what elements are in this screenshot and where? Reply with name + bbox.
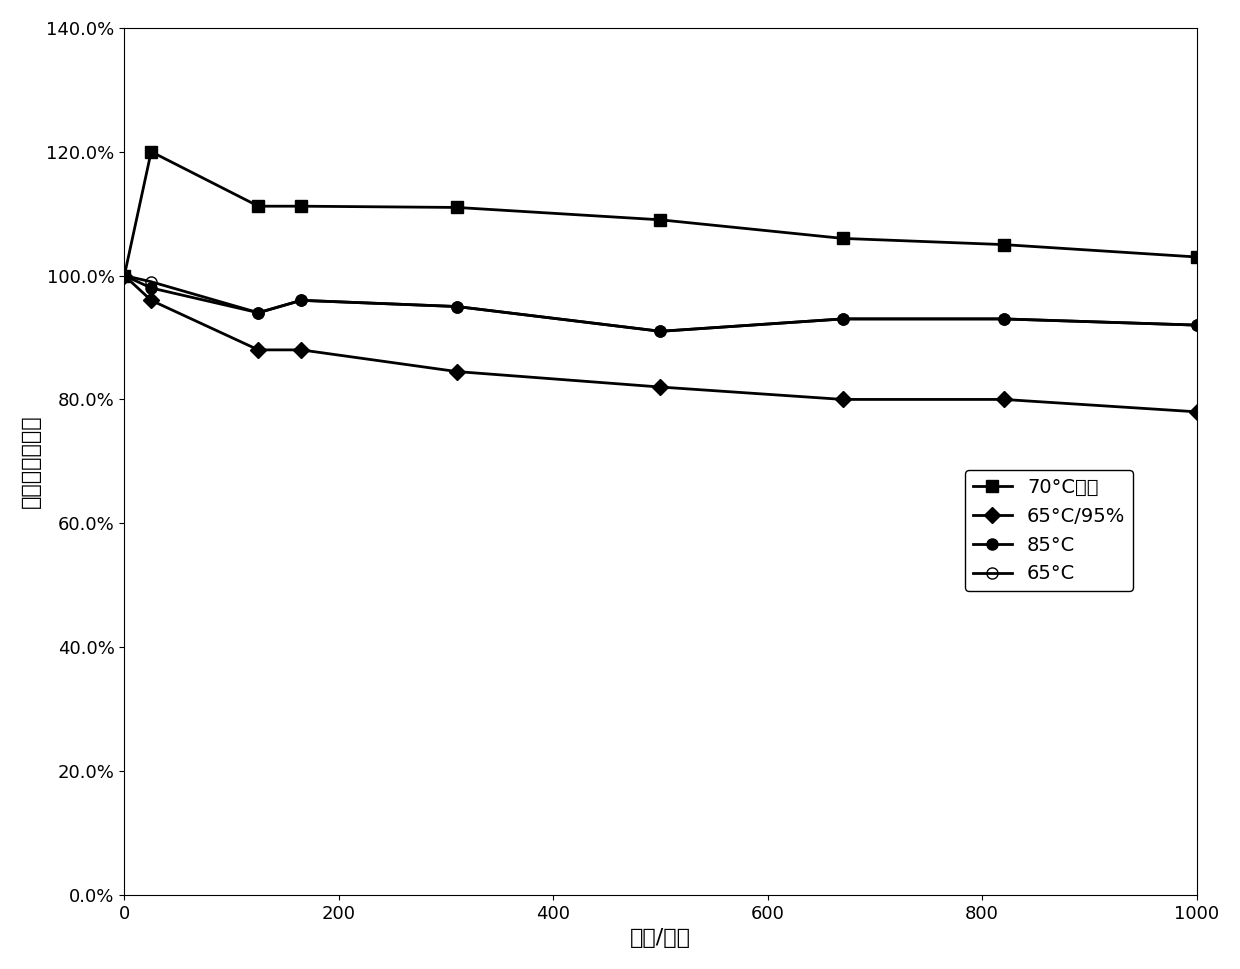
65°C bbox=[449, 300, 464, 312]
70°C光照 bbox=[653, 214, 668, 226]
65°C/95% bbox=[1189, 406, 1204, 418]
Legend: 70°C光照, 65°C/95%, 85°C, 65°C: 70°C光照, 65°C/95%, 85°C, 65°C bbox=[965, 470, 1133, 591]
85°C bbox=[1189, 320, 1204, 331]
70°C光照 bbox=[996, 238, 1011, 250]
85°C bbox=[836, 313, 851, 325]
Line: 70°C光照: 70°C光照 bbox=[118, 145, 1203, 282]
70°C光照 bbox=[836, 233, 851, 244]
65°C/95% bbox=[144, 295, 159, 306]
65°C/95% bbox=[836, 393, 851, 405]
X-axis label: 时间/小时: 时间/小时 bbox=[630, 928, 691, 949]
70°C光照 bbox=[250, 201, 265, 212]
Y-axis label: 效率相对变化率: 效率相对变化率 bbox=[21, 415, 41, 508]
85°C bbox=[996, 313, 1011, 325]
65°C/95% bbox=[996, 393, 1011, 405]
70°C光照 bbox=[117, 269, 131, 281]
85°C bbox=[144, 282, 159, 294]
65°C bbox=[653, 326, 668, 337]
65°C bbox=[996, 313, 1011, 325]
Line: 65°C/95%: 65°C/95% bbox=[119, 270, 1202, 418]
85°C bbox=[250, 307, 265, 319]
65°C bbox=[1189, 320, 1204, 331]
65°C/95% bbox=[117, 269, 131, 281]
85°C bbox=[653, 326, 668, 337]
70°C光照 bbox=[144, 146, 159, 158]
70°C光照 bbox=[1189, 251, 1204, 263]
70°C光照 bbox=[449, 202, 464, 213]
65°C bbox=[144, 276, 159, 288]
65°C/95% bbox=[294, 344, 309, 356]
Line: 65°C: 65°C bbox=[119, 270, 1202, 337]
85°C bbox=[294, 295, 309, 306]
85°C bbox=[449, 300, 464, 312]
65°C bbox=[294, 295, 309, 306]
85°C bbox=[117, 269, 131, 281]
65°C/95% bbox=[653, 381, 668, 392]
65°C bbox=[250, 307, 265, 319]
65°C/95% bbox=[250, 344, 265, 356]
65°C/95% bbox=[449, 365, 464, 377]
65°C bbox=[117, 269, 131, 281]
Line: 85°C: 85°C bbox=[119, 270, 1202, 337]
65°C bbox=[836, 313, 851, 325]
70°C光照 bbox=[294, 201, 309, 212]
